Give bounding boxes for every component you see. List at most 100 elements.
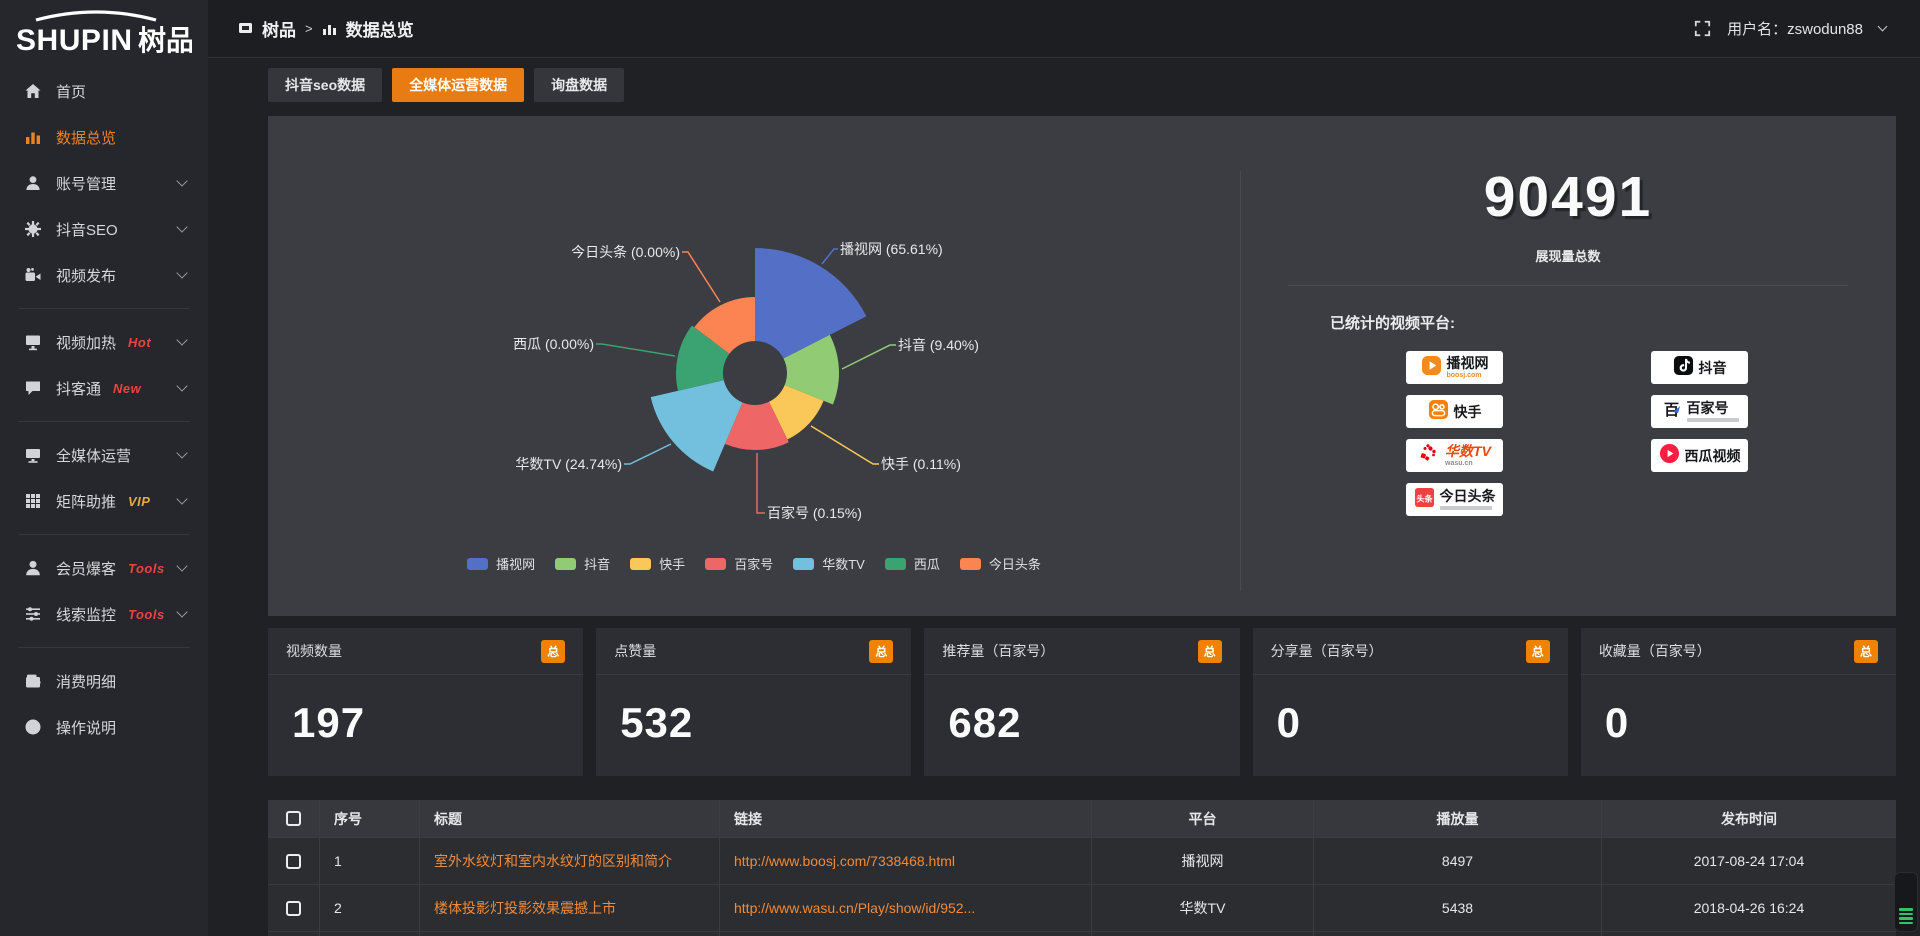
legend-item-今日头条[interactable]: 今日头条	[959, 554, 1041, 573]
legend-label: 快手	[659, 557, 686, 572]
legend-label: 华数TV	[822, 557, 865, 572]
pie-slice-百家号[interactable]	[724, 401, 789, 451]
table-row-clipped	[268, 932, 1896, 936]
platform-badge-播视网[interactable]: 播视网 boosj.com	[1406, 351, 1503, 384]
tab-询盘数据[interactable]: 询盘数据	[534, 68, 625, 102]
sidebar-item-数据总览[interactable]: 数据总览	[0, 114, 208, 160]
sidebar-item-抖客通[interactable]: 抖客通 New	[0, 365, 208, 411]
sidebar-item-视频加热[interactable]: 视频加热 Hot	[0, 319, 208, 365]
sidebar-item-label: 首页	[56, 83, 87, 101]
platform-badge-快手[interactable]: 快手	[1406, 395, 1503, 428]
pie-slice-西瓜[interactable]	[675, 325, 730, 391]
sidebar-item-抖音SEO[interactable]: 抖音SEO	[0, 206, 208, 252]
chevron-down-icon	[176, 380, 188, 392]
legend-swatch	[630, 557, 652, 570]
cell-link[interactable]: http://www.wasu.cn/Play/show/id/952...	[734, 900, 976, 916]
stat-cards-row: 视频数量总 197 点赞量总 532 推荐量（百家号）总 682 分享量（百家号）总 0 收藏量…	[268, 628, 1897, 776]
platform-name: 播视网	[1446, 355, 1489, 371]
svg-text:百: 百	[1663, 401, 1678, 418]
username-label[interactable]: 用户名：zswodun88	[1727, 21, 1863, 38]
legend-item-抖音[interactable]: 抖音	[555, 554, 610, 573]
row-checkbox[interactable]	[286, 853, 301, 869]
sidebar-item-消费明细[interactable]: 消费明细	[0, 658, 208, 704]
platform-badges-left: 播视网 boosj.com 快手华数TV wasu.cn 头条 今日头条	[1406, 351, 1503, 516]
legend-item-播视网[interactable]: 播视网	[467, 554, 535, 573]
sidebar-divider	[18, 308, 190, 309]
legend-item-快手[interactable]: 快手	[630, 554, 685, 573]
sidebar-item-首页[interactable]: 首页	[0, 68, 208, 114]
counted-platforms: 已统计的视频平台: 播视网 boosj.com 快手 华数TV wasu.cn 头条 今日头…	[1330, 312, 1896, 516]
app-logo[interactable]: SHUPIN 树品	[0, 0, 208, 60]
sidebar-item-视频发布[interactable]: 视频发布	[0, 252, 208, 298]
topbar: 树品 > 数据总览 用户名：zswodun88	[208, 0, 1920, 58]
total-badge[interactable]: 总	[541, 639, 566, 663]
sidebar-item-会员爆客[interactable]: 会员爆客 Tools	[0, 545, 208, 591]
sidebar-item-账号管理[interactable]: 账号管理	[0, 160, 208, 206]
stat-card-点赞量: 点赞量 总 532	[596, 628, 912, 776]
sidebar-item-label: 消费明细	[56, 673, 117, 691]
cell-link[interactable]: http://www.boosj.com/7338468.html	[734, 853, 956, 869]
question-icon: ?	[24, 718, 42, 736]
cell-no: 1	[334, 853, 342, 869]
sidebar-item-全媒体运营[interactable]: 全媒体运营	[0, 432, 208, 478]
sidebar-item-线索监控[interactable]: 线索监控 Tools	[0, 591, 208, 637]
breadcrumb: 树品 > 数据总览	[238, 16, 414, 41]
sidebar-item-操作说明[interactable]: ? 操作说明	[0, 704, 208, 750]
total-badge[interactable]: 总	[1197, 639, 1222, 663]
breadcrumb-current-icon	[322, 25, 336, 35]
total-badge[interactable]: 总	[1525, 639, 1550, 663]
panel-divider	[1240, 171, 1241, 591]
platform-badge-华数TV[interactable]: 华数TV wasu.cn	[1406, 439, 1503, 472]
sidebar-item-矩阵助推[interactable]: 矩阵助推 VIP	[0, 478, 208, 524]
pie-label-line	[624, 443, 672, 465]
impressions-total-value: 90491	[1483, 165, 1653, 229]
floating-widget-stripes-icon	[1899, 906, 1913, 924]
sidebar-divider	[18, 534, 190, 535]
breadcrumb-root[interactable]: 树品	[262, 21, 296, 40]
pie-slice-快手[interactable]	[769, 385, 824, 440]
pie-slice-今日头条[interactable]	[694, 297, 755, 354]
toutiao-logo-icon: 头条	[1414, 487, 1435, 513]
sidebar-item-label: 操作说明	[56, 719, 117, 737]
cell-title[interactable]: 室外水纹灯和室内水纹灯的区别和简介	[434, 853, 672, 869]
stat-card-label: 推荐量（百家号）	[942, 643, 1055, 659]
pie-slice-华数TV[interactable]	[650, 380, 743, 472]
total-badge[interactable]: 总	[1854, 639, 1879, 663]
legend-item-西瓜[interactable]: 西瓜	[884, 554, 940, 573]
legend-item-百家号[interactable]: 百家号	[705, 554, 773, 573]
total-badge[interactable]: 总	[869, 639, 894, 663]
table-row: 1 室外水纹灯和室内水纹灯的区别和简介 http://www.boosj.com/7…	[268, 838, 1896, 885]
fullscreen-icon[interactable]	[1694, 20, 1711, 37]
tab-全媒体运营数据[interactable]: 全媒体运营数据	[392, 68, 525, 102]
legend-item-华数TV[interactable]: 华数TV	[793, 554, 865, 573]
sidebar-item-badge: VIP	[128, 493, 151, 509]
logo-arc-icon	[35, 10, 157, 22]
pie-slice-播视网[interactable]	[755, 248, 867, 359]
tab-抖音seo数据[interactable]: 抖音seo数据	[268, 68, 383, 102]
legend-swatch	[705, 557, 727, 570]
breadcrumb-separator: >	[305, 21, 313, 36]
legend-swatch	[959, 557, 981, 570]
platform-badge-百家号[interactable]: 百百家号	[1651, 395, 1748, 428]
overview-panel: 播视网 (65.61%) 抖音 (9.40%) 快手 (0.11%) 百家号 (0.1…	[268, 116, 1896, 616]
stat-card-收藏量（百家号）: 收藏量（百家号） 总 0	[1580, 628, 1897, 776]
sidebar-item-label: 线索监控	[56, 606, 117, 624]
platform-badge-今日头条[interactable]: 头条 今日头条	[1406, 483, 1503, 516]
user-solid-icon	[24, 559, 42, 577]
select-all-checkbox[interactable]	[286, 811, 301, 826]
platform-badge-抖音[interactable]: 抖音	[1651, 351, 1748, 384]
pie-slice-抖音[interactable]	[783, 334, 839, 405]
stat-card-value: 197	[292, 699, 366, 746]
chevron-down-icon	[176, 447, 188, 459]
user-menu-chevron-down-icon[interactable]	[1877, 21, 1888, 32]
breadcrumb-current[interactable]: 数据总览	[345, 21, 414, 40]
platform-badge-西瓜视频[interactable]: 西瓜视频	[1651, 439, 1748, 472]
floating-widget[interactable]	[1894, 872, 1918, 932]
cell-title[interactable]: 楼体投影灯投影效果震撼上市	[434, 900, 616, 916]
content: 抖音seo数据 全媒体运营数据 询盘数据 播视网 (65.61%) 抖音 (9.40%…	[208, 58, 1920, 936]
column-header: 标题	[434, 810, 462, 827]
column-header: 发布时间	[1721, 810, 1777, 827]
row-checkbox[interactable]	[286, 900, 301, 916]
sidebar-item-label: 矩阵助推	[56, 493, 117, 511]
stat-card-value: 532	[620, 699, 694, 746]
